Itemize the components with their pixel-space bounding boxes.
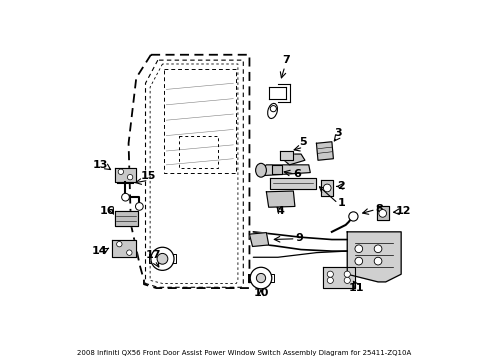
Circle shape <box>151 247 174 270</box>
Circle shape <box>135 203 143 210</box>
Text: 2008 Infiniti QX56 Front Door Assist Power Window Switch Assembly Diagram for 25: 2008 Infiniti QX56 Front Door Assist Pow… <box>77 350 411 356</box>
Polygon shape <box>284 154 305 165</box>
Text: 10: 10 <box>253 288 268 298</box>
Polygon shape <box>266 191 294 207</box>
Polygon shape <box>376 206 388 220</box>
Text: 9: 9 <box>295 233 303 243</box>
Polygon shape <box>249 233 268 247</box>
Text: 13: 13 <box>93 160 108 170</box>
Circle shape <box>127 175 133 180</box>
Polygon shape <box>322 266 354 288</box>
Circle shape <box>344 277 349 283</box>
Text: 3: 3 <box>333 128 341 138</box>
Ellipse shape <box>255 163 266 177</box>
Text: 1: 1 <box>337 198 344 208</box>
Text: 17: 17 <box>145 250 161 260</box>
Circle shape <box>126 250 132 255</box>
Circle shape <box>344 271 349 277</box>
Polygon shape <box>270 178 316 189</box>
Text: 12: 12 <box>395 206 410 216</box>
Circle shape <box>157 253 167 264</box>
Circle shape <box>378 210 386 217</box>
Polygon shape <box>346 232 400 282</box>
Circle shape <box>118 169 123 175</box>
Polygon shape <box>280 151 293 160</box>
Polygon shape <box>316 142 333 160</box>
Circle shape <box>373 245 381 253</box>
Circle shape <box>250 267 271 289</box>
Circle shape <box>117 242 122 247</box>
Circle shape <box>354 257 362 265</box>
Text: 11: 11 <box>348 283 364 293</box>
Ellipse shape <box>267 103 277 118</box>
Circle shape <box>270 105 276 112</box>
Circle shape <box>323 184 330 192</box>
Text: 8: 8 <box>375 204 383 214</box>
Text: 16: 16 <box>99 206 115 216</box>
Polygon shape <box>115 211 138 226</box>
Circle shape <box>348 212 357 221</box>
Text: 2: 2 <box>337 181 344 191</box>
Text: 6: 6 <box>293 169 301 179</box>
Circle shape <box>326 271 333 277</box>
Circle shape <box>326 277 333 283</box>
Polygon shape <box>258 165 310 176</box>
Text: 14: 14 <box>91 246 107 256</box>
Circle shape <box>122 193 129 201</box>
Text: 5: 5 <box>299 137 306 147</box>
Circle shape <box>256 274 265 283</box>
Text: 4: 4 <box>276 206 284 216</box>
Text: 7: 7 <box>281 55 289 65</box>
Text: 15: 15 <box>141 171 156 181</box>
Polygon shape <box>115 168 136 182</box>
Polygon shape <box>321 180 333 195</box>
Circle shape <box>354 245 362 253</box>
Polygon shape <box>271 165 281 174</box>
Polygon shape <box>112 239 136 257</box>
Circle shape <box>373 257 381 265</box>
